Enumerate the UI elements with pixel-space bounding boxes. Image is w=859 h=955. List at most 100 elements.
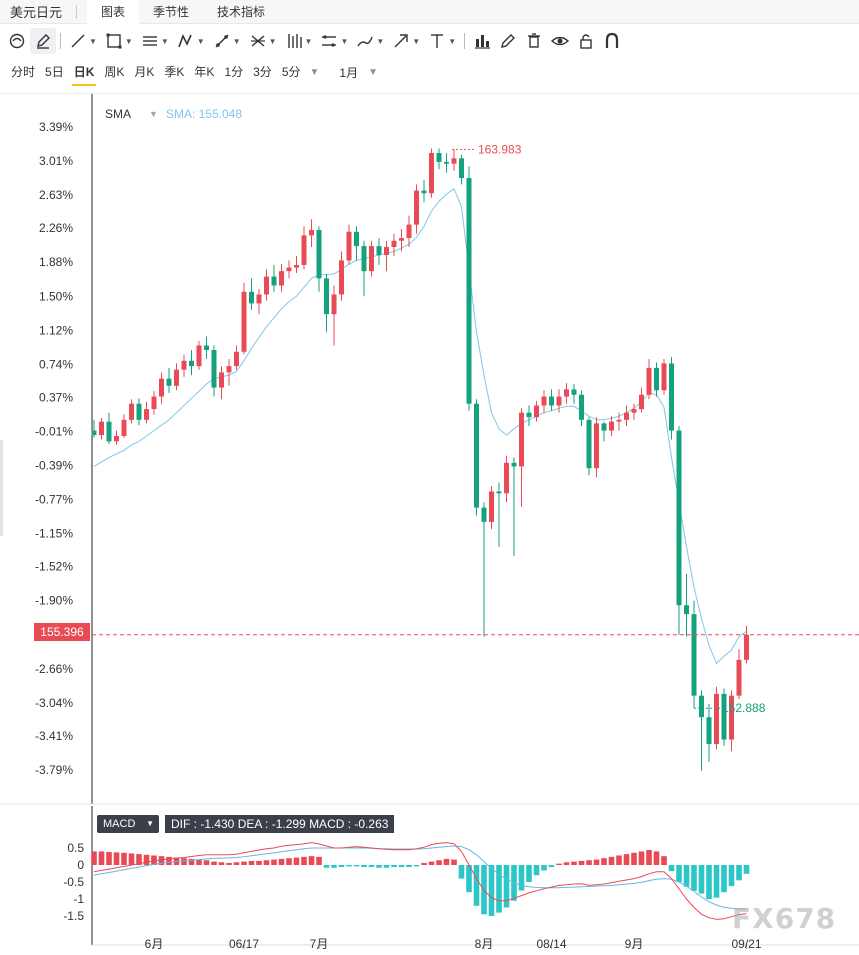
candle-body	[151, 396, 157, 410]
period-quarterly[interactable]: 季K	[164, 65, 185, 79]
candle-body	[481, 507, 487, 522]
fib-icon[interactable]: ▼	[245, 28, 281, 54]
macd-bar	[338, 865, 345, 868]
pattern-icon[interactable]: ▼	[173, 28, 209, 54]
candle-body	[556, 396, 562, 406]
macd-selector[interactable]: MACD ▼	[97, 815, 159, 833]
y-tick-label: 1.88%	[39, 255, 73, 269]
period-5min[interactable]: 5分	[281, 65, 301, 79]
macd-bar	[271, 859, 277, 865]
period-1min[interactable]: 1分	[224, 65, 244, 79]
macd-bar	[691, 865, 697, 891]
measure-icon[interactable]: ▼	[209, 28, 245, 54]
macd-tick-label: 0.5	[67, 841, 84, 855]
arrow-icon[interactable]: ▼	[388, 28, 424, 54]
macd-bar	[533, 865, 540, 876]
chart-icon[interactable]	[469, 28, 495, 54]
period-daily[interactable]: 日K	[69, 58, 100, 86]
candle-body	[729, 695, 734, 740]
tab-chart[interactable]: 图表	[87, 0, 140, 24]
macd-tick-label: -1.5	[63, 909, 84, 923]
period-timeshare[interactable]: 分时	[11, 65, 36, 79]
candle-body	[166, 378, 172, 386]
sma-legend: SMA ▼ SMA: 155.048	[105, 107, 242, 121]
macd-bar	[398, 865, 405, 868]
candlestick-chart[interactable]: 3.39% 3.01% 2.63% 2.26% 1.88% 1.50% 1.12% 0.74%…	[0, 94, 859, 806]
macd-bar	[256, 860, 262, 865]
candle-body	[286, 267, 292, 272]
candle-body	[256, 294, 262, 304]
period-weekly[interactable]: 周K	[104, 65, 125, 79]
macd-bar	[323, 865, 330, 868]
divider	[0, 93, 859, 94]
candle-body	[414, 190, 419, 225]
lock-icon[interactable]	[573, 28, 599, 54]
period-monthly[interactable]: 月K	[134, 65, 155, 79]
tab-seasonality[interactable]: 季节性	[153, 4, 190, 19]
candle-body	[106, 421, 112, 442]
range-select[interactable]: 1月	[339, 65, 359, 80]
candle-body	[361, 246, 367, 272]
bars-icon[interactable]: ▼	[287, 34, 313, 48]
pencil-icon[interactable]	[495, 28, 521, 54]
macd-bar	[593, 859, 600, 865]
tab-technical-indicators[interactable]: 技术指标	[217, 4, 266, 19]
sma-chevron-down-icon[interactable]: ▼	[149, 109, 158, 119]
candle-body	[669, 363, 674, 431]
macd-bar	[113, 852, 120, 865]
candle-body	[639, 394, 644, 410]
macd-bar	[736, 865, 742, 881]
period-3min[interactable]: 3分	[253, 65, 272, 79]
period-yearly[interactable]: 年K	[194, 65, 215, 79]
macd-bar	[383, 865, 390, 868]
candle-body	[99, 421, 104, 436]
macd-bar	[263, 860, 270, 865]
macd-legend: MACD ▼ DIF : -1.430 DEA : -1.299 MACD : -…	[97, 815, 395, 833]
macd-bar	[668, 865, 675, 872]
candle-body	[144, 409, 149, 420]
rect-icon[interactable]: ▼	[101, 28, 137, 54]
eye-icon[interactable]	[547, 28, 573, 54]
candle-body	[376, 246, 382, 256]
candle-body	[721, 693, 727, 740]
candle-body	[249, 291, 254, 304]
macd-bar	[436, 860, 442, 865]
range-chevron-down-icon[interactable]: ▼	[368, 66, 378, 78]
pen-icon[interactable]	[30, 28, 56, 54]
candle-body	[181, 360, 187, 370]
macd-chart[interactable]: 0.5 0 -0.5 -1 -1.5 6月 06/17 7月 8月 08/14 9月 09/21	[0, 806, 859, 955]
magnet-icon[interactable]	[599, 28, 625, 54]
macd-bar	[218, 862, 225, 865]
macd-bar	[653, 851, 660, 865]
brush-icon[interactable]: ▼	[352, 28, 388, 54]
top-bar: 美元日元 图表 季节性 技术指标	[0, 0, 859, 24]
macd-selector-label: MACD	[103, 818, 136, 830]
channel-icon[interactable]: ▼	[316, 28, 352, 54]
text-icon[interactable]: ▼	[431, 34, 457, 48]
macd-bar	[503, 865, 510, 908]
x-tick-label: 06/17	[229, 937, 259, 951]
sma-label[interactable]: SMA	[105, 107, 132, 121]
macd-tick-label: -1	[73, 892, 84, 906]
parallel-lines-icon[interactable]: ▼	[142, 36, 169, 46]
candle-body	[189, 360, 194, 367]
candle-body	[331, 294, 337, 315]
line-icon[interactable]: ▼	[65, 28, 101, 54]
period-5day[interactable]: 5日	[45, 65, 64, 79]
macd-tick-label: -0.5	[63, 875, 84, 889]
macd-bar	[526, 865, 532, 882]
y-tick-label: -0.01%	[35, 424, 73, 438]
candle-body	[384, 247, 389, 256]
candle-body	[519, 412, 524, 467]
trash-icon[interactable]	[521, 28, 547, 54]
candle-body	[466, 178, 472, 404]
sma-line	[93, 188, 747, 665]
macd-bar	[616, 855, 622, 865]
candle-body	[391, 240, 397, 248]
macd-bar	[293, 857, 300, 865]
cursor-icon[interactable]	[4, 28, 30, 54]
macd-bar	[233, 862, 240, 865]
sidebar-handle[interactable]	[0, 440, 3, 536]
candle-body	[691, 614, 697, 696]
more-periods-chevron-icon[interactable]: ▼	[309, 66, 320, 78]
